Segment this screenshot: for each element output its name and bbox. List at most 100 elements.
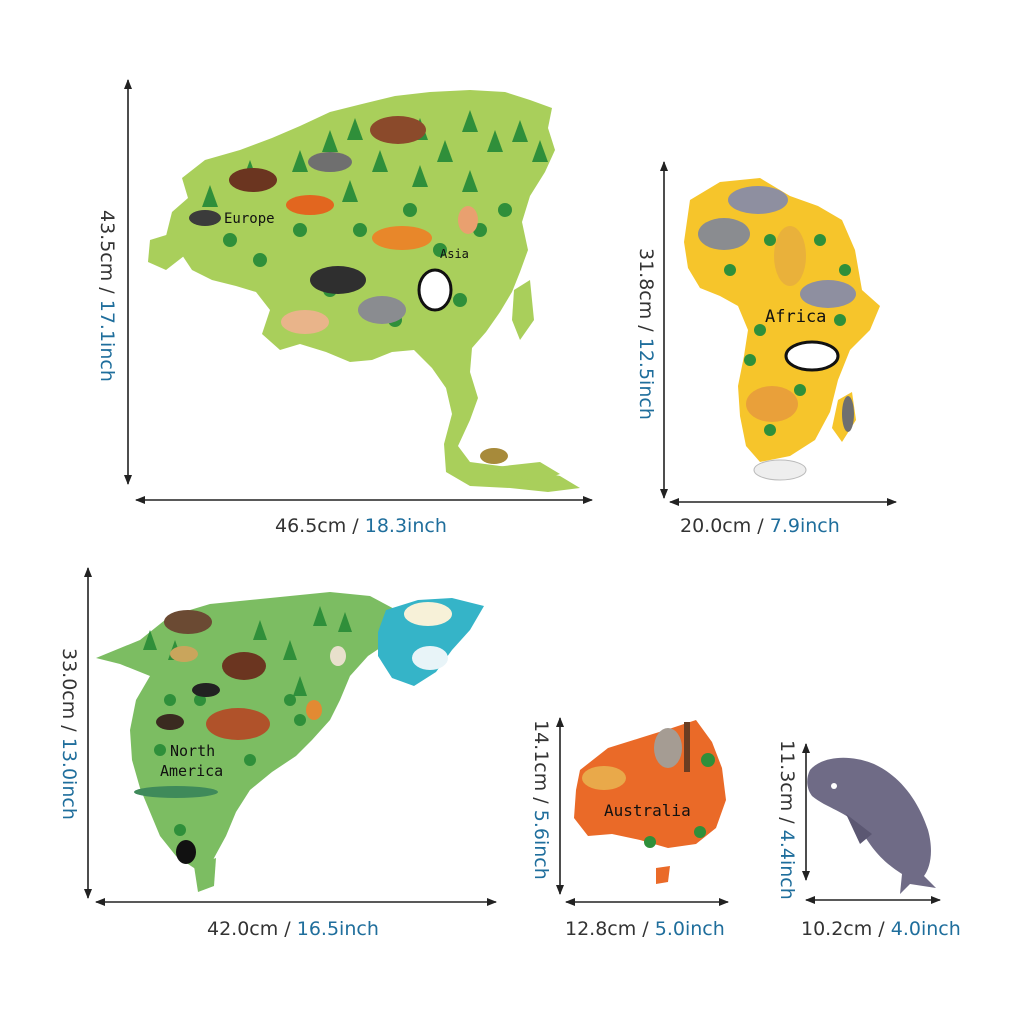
whale-width-sep: / <box>872 918 891 940</box>
australia-width-inch: 5.0inch <box>654 918 725 940</box>
yak <box>310 266 366 294</box>
eagle <box>156 714 184 730</box>
polar-bear <box>404 602 452 626</box>
australia-animals <box>582 722 690 790</box>
elephant <box>358 296 406 324</box>
koala <box>654 728 682 768</box>
tree-trunk <box>684 722 690 772</box>
africa-palms <box>704 224 851 436</box>
eurasia-trees <box>202 110 548 327</box>
squirrel <box>306 700 322 720</box>
elephant <box>698 218 750 250</box>
monkey <box>458 206 478 234</box>
whale-width-cm: 10.2cm <box>801 918 873 940</box>
grizzly-bear <box>164 610 212 634</box>
eurasia-animals <box>189 116 508 464</box>
boar <box>189 210 221 226</box>
whale-width-label: 10.2cm / 4.0inch <box>801 918 961 940</box>
north-america-sticker: North America <box>96 592 484 892</box>
lemur <box>842 396 854 432</box>
north-america-width-sep: / <box>278 918 297 940</box>
whale-width-inch: 4.0inch <box>890 918 961 940</box>
eurasia-height-cm: 43.5cm <box>96 210 118 282</box>
north-america-trees <box>143 606 352 836</box>
australia-width-sep: / <box>636 918 655 940</box>
rhino <box>800 280 856 308</box>
whale-fin <box>846 814 872 844</box>
north-america-animals <box>134 602 452 864</box>
toucan <box>176 840 196 864</box>
australia-width-cm: 12.8cm <box>565 918 637 940</box>
panda <box>417 268 453 312</box>
whale-height-label: 11.3cm / 4.4inch <box>776 740 798 900</box>
seal <box>753 459 807 481</box>
africa-height-sep: / <box>635 319 657 338</box>
wolf <box>308 152 352 172</box>
igloo <box>412 646 448 670</box>
tasmania <box>656 866 670 884</box>
eurasia-width-sep: / <box>346 515 365 537</box>
europe-peninsula <box>148 232 184 270</box>
coyote <box>170 646 198 662</box>
continent-label-north: North <box>170 742 215 760</box>
eurasia-width-cm: 46.5cm <box>275 515 347 537</box>
zebra <box>784 340 840 372</box>
dimension-lines <box>84 79 941 906</box>
australia-plants <box>644 753 715 848</box>
central-america <box>194 858 216 892</box>
africa-width-label: 20.0cm / 7.9inch <box>680 515 840 537</box>
australia-height-label: 14.1cm / 5.6inch <box>530 720 552 880</box>
skunk <box>192 683 220 697</box>
lion <box>746 386 798 422</box>
africa-width-cm: 20.0cm <box>680 515 752 537</box>
moose <box>229 168 277 192</box>
eurasia-sticker: Europe Asia <box>148 90 580 492</box>
continent-label-australia: Australia <box>604 801 691 820</box>
whale-height-sep: / <box>776 811 798 830</box>
owl <box>330 646 346 666</box>
moose <box>222 652 266 680</box>
eurasia-height-label: 43.5cm / 17.1inch <box>96 210 118 382</box>
australia-height-cm: 14.1cm <box>530 720 552 792</box>
whale-height-cm: 11.3cm <box>776 740 798 812</box>
north-america-height-sep: / <box>58 719 80 738</box>
africa-width-sep: / <box>751 515 770 537</box>
alligator <box>134 786 218 798</box>
southeast-asia-island <box>486 462 560 482</box>
bison <box>206 708 270 740</box>
hippo <box>728 186 788 214</box>
giraffe <box>774 226 806 286</box>
tiger <box>372 226 432 250</box>
japan-island <box>512 280 534 340</box>
north-america-height-cm: 33.0cm <box>58 648 80 720</box>
north-america-width-inch: 16.5inch <box>296 918 379 940</box>
australia-width-label: 12.8cm / 5.0inch <box>565 918 725 940</box>
australia-height-inch: 5.6inch <box>530 809 552 880</box>
eurasia-width-inch: 18.3inch <box>364 515 447 537</box>
whale-sticker <box>807 757 936 894</box>
kangaroo <box>582 766 626 790</box>
continent-label-europe: Europe <box>224 211 275 227</box>
africa-animals <box>698 186 856 481</box>
fox <box>286 195 334 215</box>
north-america-width-label: 42.0cm / 16.5inch <box>207 918 379 940</box>
eurasia-height-inch: 17.1inch <box>96 299 118 382</box>
continent-label-asia: Asia <box>440 247 469 261</box>
continent-label-america: America <box>160 762 223 780</box>
camel <box>281 310 329 334</box>
eurasia-width-label: 46.5cm / 18.3inch <box>275 515 447 537</box>
africa-height-cm: 31.8cm <box>635 248 657 320</box>
north-america-height-label: 33.0cm / 13.0inch <box>58 648 80 820</box>
australia-height-sep: / <box>530 791 552 810</box>
turtle <box>480 448 508 464</box>
africa-sticker: Africa <box>684 178 880 481</box>
brown-bear <box>370 116 426 144</box>
africa-height-inch: 12.5inch <box>635 337 657 420</box>
greenland-shape <box>378 598 484 686</box>
whale-height-inch: 4.4inch <box>776 829 798 900</box>
africa-height-label: 31.8cm / 12.5inch <box>635 248 657 420</box>
eurasia-height-sep: / <box>96 281 118 300</box>
north-america-width-cm: 42.0cm <box>207 918 279 940</box>
